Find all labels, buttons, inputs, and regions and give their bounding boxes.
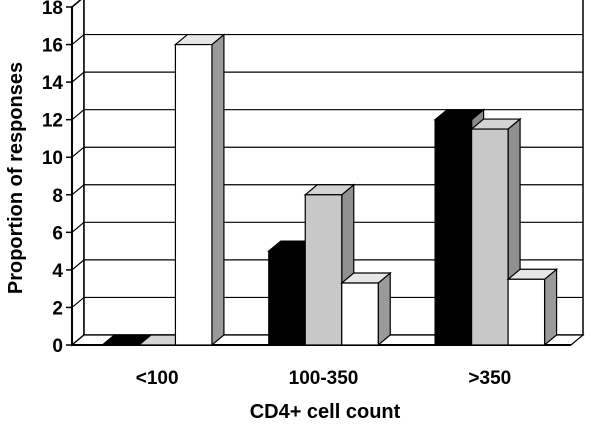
gridline [71,109,583,121]
y-tick-label: 0 [52,336,63,357]
y-axis-ticks: 0 2 4 6 8 10 12 14 16 18 [42,0,72,357]
x-category-label: 100-350 [289,368,359,389]
gridline [71,33,583,46]
gridline [71,259,583,271]
gridline [71,71,583,83]
gridline [71,184,583,196]
bar-side [377,271,391,347]
bar-front [434,119,473,346]
bar-side [543,267,558,347]
gridline [71,146,583,158]
bar-front [174,43,213,346]
y-tick-label: 6 [52,223,63,244]
x-axis-title: CD4+ cell count [250,401,401,423]
side-wall [71,0,85,347]
bar-front [507,278,546,346]
bar-front [470,128,509,346]
y-tick-label: 12 [42,111,63,132]
y-tick-label: 8 [52,186,63,207]
bar-front [341,282,379,346]
y-tick-label: 16 [42,36,63,57]
gridline [71,0,82,8]
y-tick-label: 18 [42,0,63,19]
bars [100,33,559,347]
x-category-label: >350 [468,368,511,389]
bar-side [211,33,225,347]
y-tick-label: 14 [42,73,64,94]
y-tick-label: 4 [52,261,63,282]
y-tick-label: 10 [42,148,63,169]
gridline [71,221,583,233]
x-category-label: <100 [136,368,179,389]
y-tick-label: 2 [52,298,63,319]
bar [340,271,392,347]
bar-front [304,194,343,346]
x-axis-categories: <100 100-350 >350 [136,368,511,389]
bar-front [268,250,306,346]
bar [506,267,559,347]
grid-lines [71,0,583,308]
bar [173,33,226,347]
gridline [71,296,583,308]
y-axis-title: Proportion of responses [5,62,27,294]
